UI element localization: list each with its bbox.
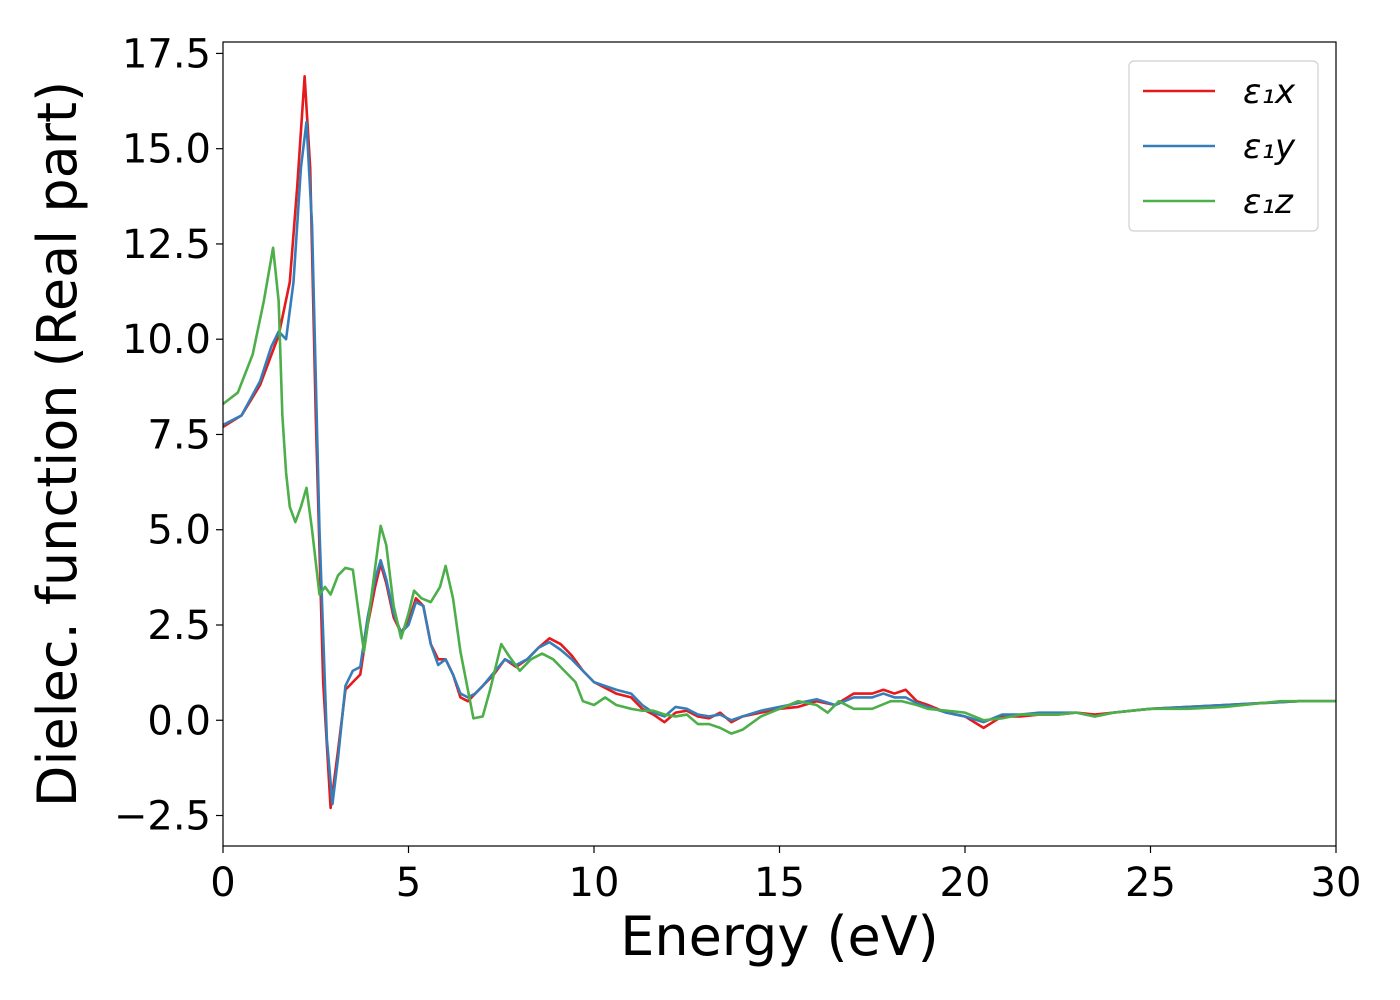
y-tick-label-8: 17.5 [122, 31, 211, 77]
legend-box [1128, 60, 1319, 232]
x-tick-label-3: 15 [754, 860, 805, 906]
legend: ε₁x ε₁y ε₁z [1128, 60, 1319, 232]
plot-area [223, 74, 1336, 810]
x-tick-label-6: 30 [1311, 860, 1362, 906]
y-tick-label-1: 0.0 [147, 698, 211, 744]
y-tick-label-5: 10.0 [122, 317, 211, 363]
series-line-2 [223, 246, 1336, 735]
series-line-1 [223, 120, 1336, 806]
x-tick-label-2: 10 [569, 860, 620, 906]
y-tick-label-0: −2.5 [114, 794, 211, 840]
x-tick-label-1: 5 [396, 860, 421, 906]
y-axis-label: Dielec. function (Real part) [26, 81, 89, 807]
axes: 0 5 10 15 20 25 30 −2.5 0.0 2.5 5.0 7.5 10.0 12.5 15.0… [114, 31, 1362, 906]
legend-label-2: ε₁z [1243, 182, 1294, 222]
x-tick-label-5: 25 [1125, 860, 1176, 906]
x-axis-label: Energy (eV) [620, 905, 939, 968]
y-tick-label-7: 15.0 [122, 127, 211, 173]
y-tick-label-6: 12.5 [122, 222, 211, 268]
x-tick-label-4: 20 [940, 860, 991, 906]
y-tick-label-4: 7.5 [147, 412, 211, 458]
y-tick-label-3: 5.0 [147, 508, 211, 554]
legend-label-1: ε₁y [1243, 127, 1296, 167]
legend-label-0: ε₁x [1243, 72, 1296, 112]
y-tick-label-2: 2.5 [147, 603, 211, 649]
x-tick-label-0: 0 [210, 860, 235, 906]
